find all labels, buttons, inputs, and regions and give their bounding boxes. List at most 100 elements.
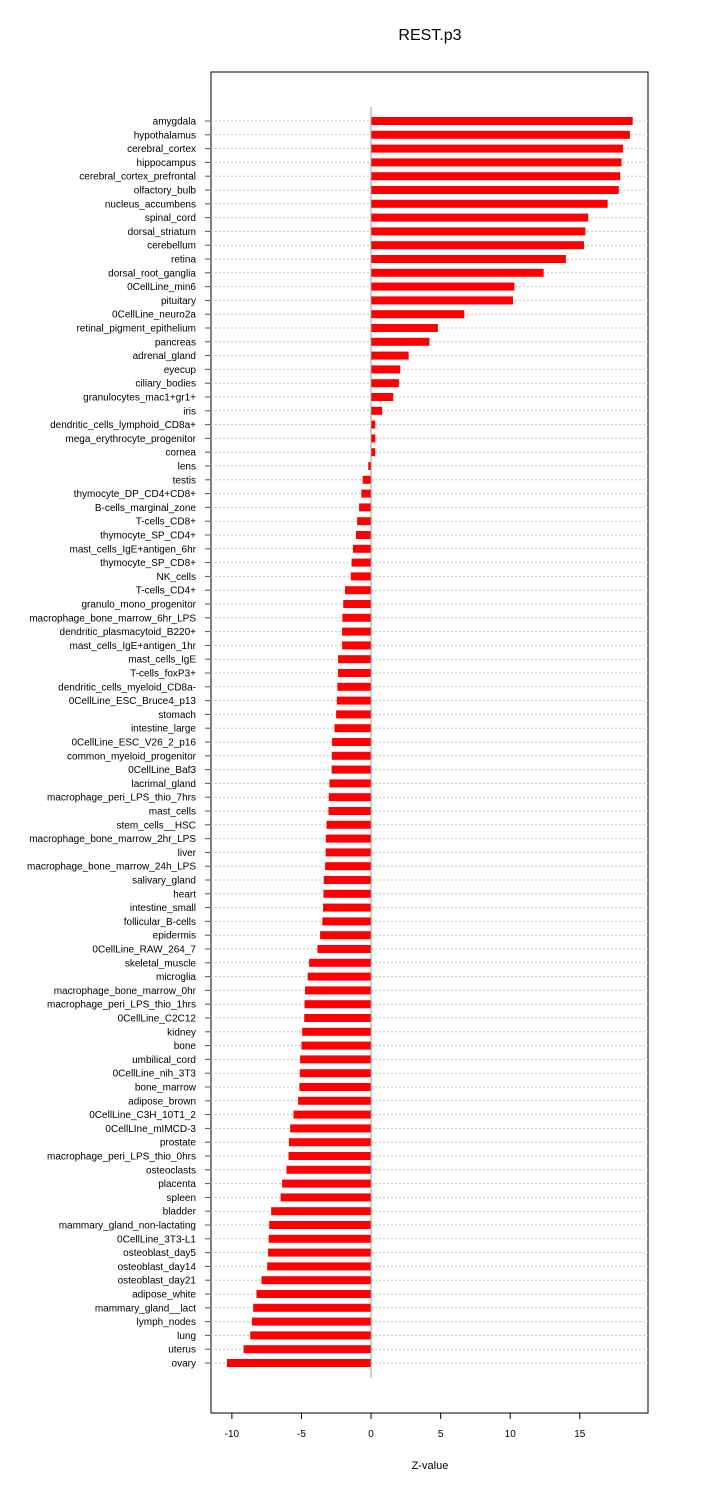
category-label: eyecup	[164, 365, 197, 376]
bar-testis	[362, 475, 372, 484]
bar-mega_erythrocyte_progenitor	[371, 434, 376, 443]
bar-heart	[323, 889, 372, 898]
bar-uterus	[243, 1345, 372, 1354]
bar-amygdala	[371, 117, 633, 125]
category-label: mast_cells_IgE	[128, 655, 196, 666]
bar-osteoblast_day14	[267, 1262, 372, 1271]
category-label: bone_marrow	[135, 1083, 197, 1094]
bar-macrophage_bone_marrow_24h_LPS	[325, 862, 372, 871]
category-label: thymocyte_DP_CD4+CD8+	[74, 489, 196, 500]
category-label: lymph_nodes	[137, 1317, 196, 1328]
category-label: cerebral_cortex_prefrontal	[79, 172, 196, 183]
bar-salivary_gland	[323, 876, 372, 884]
category-label: umbilical_cord	[132, 1055, 196, 1066]
bar-umbilical_cord	[300, 1055, 372, 1064]
bar-dendritic_plasmacytoid_B220+	[342, 627, 372, 636]
category-label: uterus	[168, 1345, 196, 1356]
category-label: common_myeloid_progenitor	[67, 751, 197, 762]
bar-pituitary	[371, 296, 514, 305]
category-label: microglia	[156, 972, 196, 983]
category-label: stem_cells__HSC	[117, 820, 196, 831]
category-label: 0CellLine_3T3-L1	[117, 1234, 196, 1245]
category-label: liver	[178, 848, 197, 859]
category-label: stomach	[158, 710, 196, 721]
bar-B-cells_marginal_zone	[359, 503, 372, 512]
category-label: pituitary	[161, 296, 196, 307]
category-label: salivary_gland	[132, 876, 196, 887]
bar-T-cells_CD4+	[345, 586, 372, 595]
category-label: mega_erythrocyte_progenitor	[65, 434, 196, 445]
bar-0CellLine_ESC_V26_2_p16	[332, 738, 372, 746]
bar-bone_marrow	[299, 1083, 372, 1091]
bar-cerebral_cortex_prefrontal	[371, 172, 621, 181]
bar-common_myeloid_progenitor	[331, 751, 372, 760]
category-label: 0CellLIne_mIMCD-3	[105, 1124, 196, 1135]
bar-olfactory_bulb	[371, 186, 619, 194]
bar-stomach	[336, 710, 372, 719]
category-label: osteoclasts	[146, 1165, 196, 1176]
bar-0CellLine_nih_3T3	[299, 1069, 372, 1078]
category-label: ciliary_bodies	[135, 379, 196, 390]
category-label: iris	[183, 406, 196, 417]
category-label: lacrimal_gland	[132, 779, 196, 790]
bar-thymocyte_DP_CD4+CD8+	[361, 489, 372, 498]
bar-macrophage_peri_LPS_thio_0hrs	[288, 1152, 372, 1160]
category-label: macrophage_bone_marrow_24h_LPS	[27, 862, 196, 873]
bars	[226, 117, 633, 1367]
bar-dorsal_striatum	[371, 227, 586, 236]
category-label: adipose_white	[132, 1290, 196, 1301]
bar-0CellLine_C2C12	[304, 1014, 372, 1022]
bar-liver	[325, 848, 372, 857]
category-label: adipose_brown	[128, 1096, 196, 1107]
category-label: dendritic_plasmacytoid_B220+	[60, 627, 197, 638]
bar-hippocampus	[371, 158, 622, 167]
category-label: cornea	[165, 448, 196, 459]
category-label: mast_cells	[149, 807, 196, 818]
bar-cornea	[371, 448, 376, 457]
category-label: kidney	[167, 1027, 196, 1038]
bar-lung	[250, 1331, 372, 1340]
bar-cerebral_cortex	[371, 144, 623, 153]
category-label: epidermis	[153, 931, 196, 942]
category-label: lens	[178, 462, 196, 473]
bar-ovary	[226, 1359, 372, 1367]
bar-microglia	[307, 972, 372, 981]
bar-macrophage_peri_LPS_thio_1hrs	[304, 1000, 372, 1009]
category-label: 0CellLine_ESC_Bruce4_p13	[69, 696, 197, 707]
category-label: bone	[174, 1041, 197, 1052]
bar-epidermis	[320, 931, 372, 940]
category-label: intestine_large	[131, 724, 196, 735]
bar-NK_cells	[350, 572, 372, 581]
bar-lens	[368, 462, 372, 470]
category-label: T-cells_foxP3+	[130, 669, 196, 680]
category-label: follicular_B-cells	[124, 917, 196, 928]
category-label: macrophage_bone_marrow_6hr_LPS	[29, 613, 196, 624]
bar-retina	[371, 255, 566, 263]
bar-macrophage_peri_LPS_thio_7hrs	[328, 793, 372, 802]
category-label: pancreas	[155, 337, 196, 348]
bar-0CellLine_ESC_Bruce4_p13	[336, 696, 372, 705]
bar-ciliary_bodies	[371, 379, 399, 388]
bar-bladder	[271, 1207, 372, 1216]
bar-adipose_white	[256, 1290, 372, 1298]
bar-0CellLine_RAW_264_7	[317, 945, 372, 953]
category-label: nucleus_accumbens	[105, 199, 196, 210]
bar-dorsal_root_ganglia	[371, 268, 544, 277]
category-label: mammary_gland__lact	[95, 1303, 196, 1314]
bar-mast_cells_IgE+antigen_1hr	[342, 641, 372, 650]
category-label: osteoblast_day21	[118, 1276, 197, 1287]
bar-macrophage_bone_marrow_2hr_LPS	[325, 834, 372, 843]
bar-placenta	[282, 1179, 372, 1188]
bar-eyecup	[371, 365, 401, 374]
bar-0CellLine_C3H_10T1_2	[293, 1110, 372, 1119]
category-label: 0CellLine_min6	[127, 282, 196, 293]
category-label: NK_cells	[157, 572, 196, 583]
category-label: lung	[177, 1331, 196, 1342]
bar-thymocyte_SP_CD8+	[351, 558, 372, 567]
bar-mast_cells_IgE+antigen_6hr	[352, 544, 372, 553]
category-label: thymocyte_SP_CD8+	[100, 558, 196, 569]
bar-T-cells_CD8+	[357, 517, 372, 526]
category-label: placenta	[158, 1179, 196, 1190]
category-label: B-cells_marginal_zone	[95, 503, 197, 514]
